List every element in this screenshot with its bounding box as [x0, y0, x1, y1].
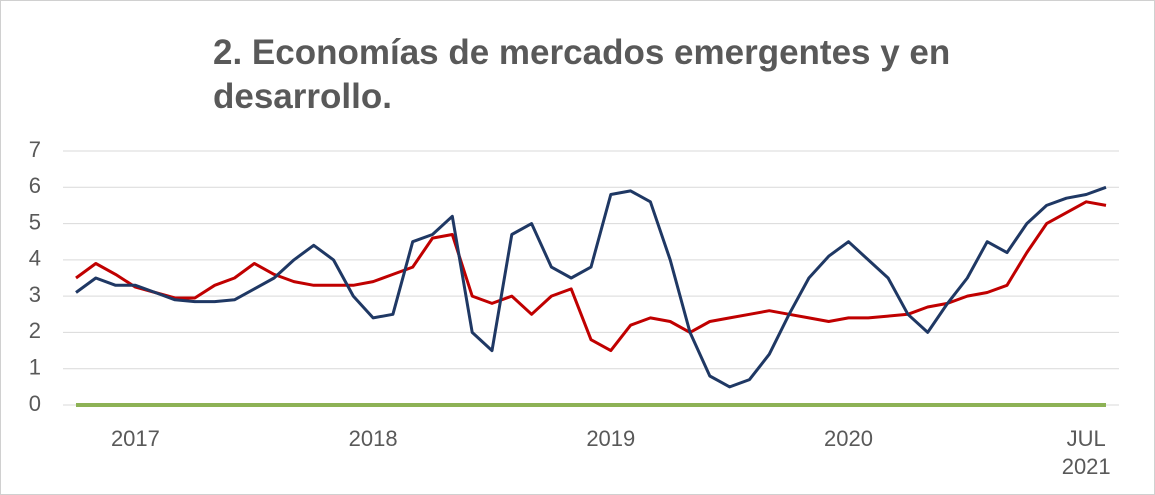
y-tick-label: 4 [29, 246, 41, 271]
x-tick-label: 2017 [110, 426, 160, 451]
chart-title: 2. Economías de mercados emergentes y en… [213, 33, 951, 116]
x-tick-label: 2020 [824, 426, 873, 451]
y-tick-label: 1 [29, 355, 41, 380]
y-tick-label: 0 [29, 391, 41, 416]
series-line [75, 185, 1107, 389]
x-tick-label: 2018 [348, 426, 398, 451]
y-tick-label: 2 [29, 318, 41, 343]
x-tick-label: 2019 [586, 426, 636, 451]
x-tick-label: JUL 2021 [1061, 426, 1111, 479]
y-tick-label: 7 [29, 137, 41, 162]
y-tick-label: 3 [29, 282, 41, 307]
y-tick-label: 6 [29, 173, 41, 198]
series-line [75, 200, 1107, 353]
y-tick-label: 5 [29, 209, 41, 234]
